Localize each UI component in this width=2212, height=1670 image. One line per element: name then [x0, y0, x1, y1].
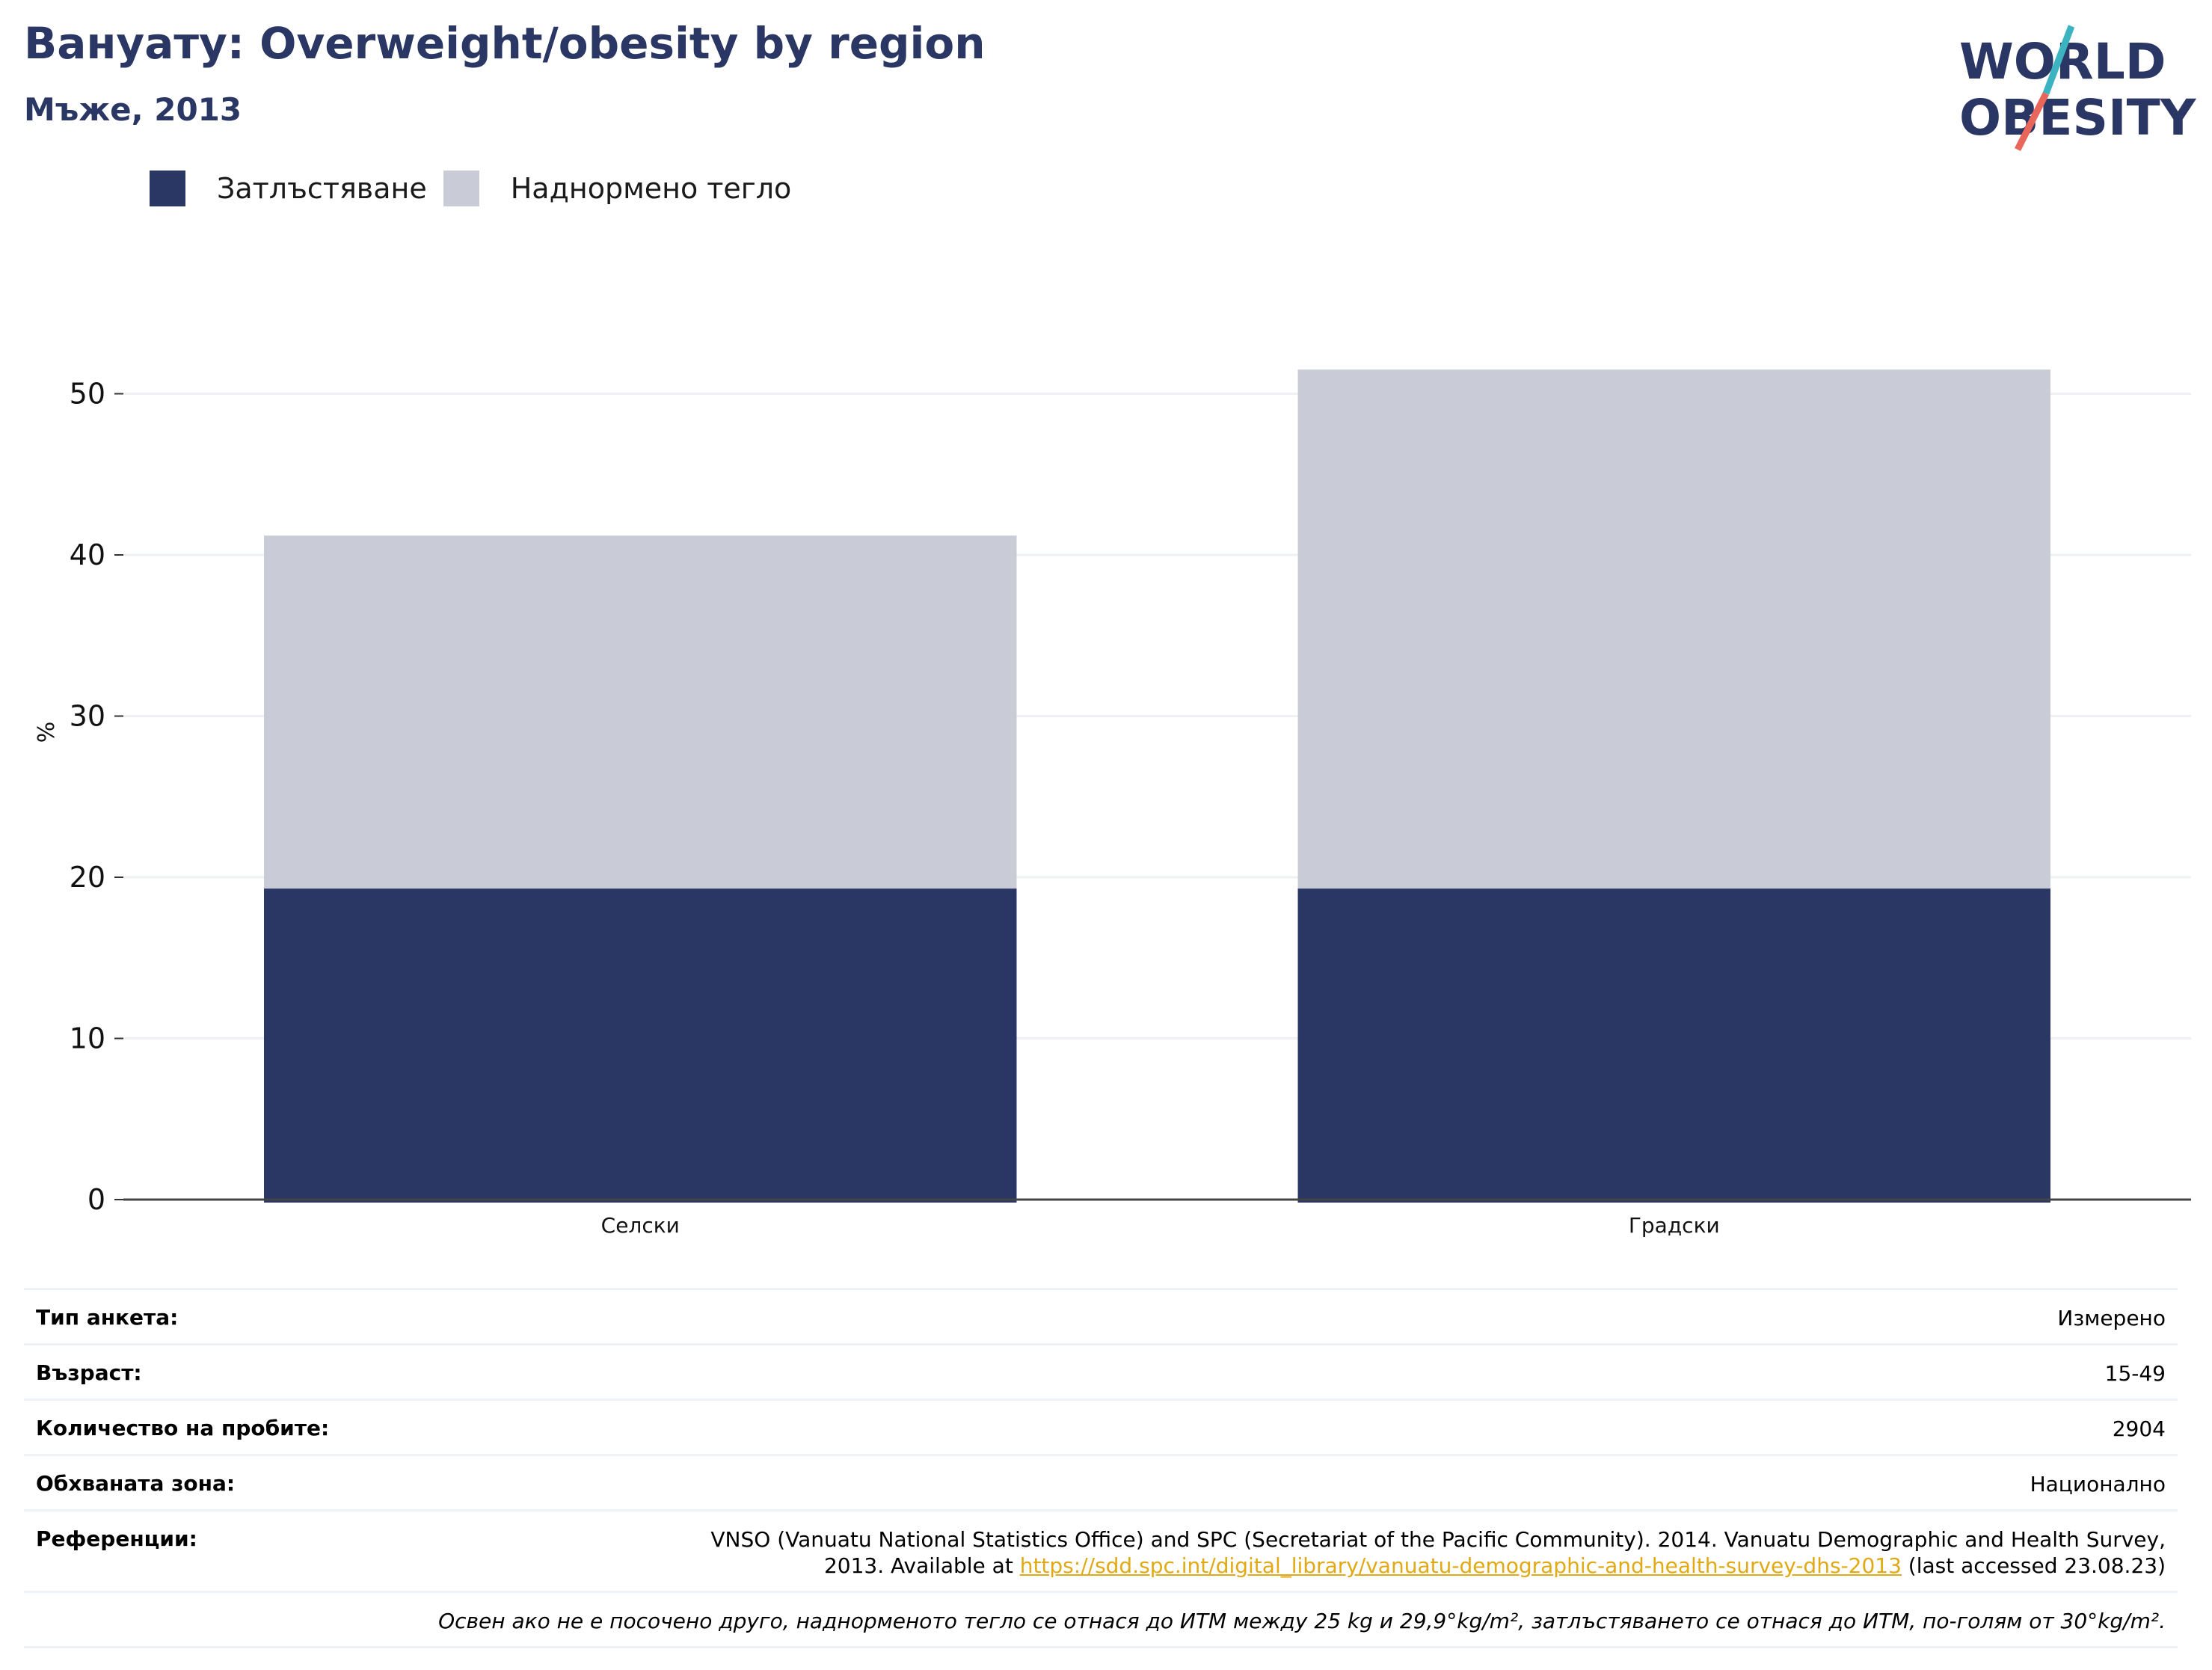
meta-value: 15-49: [2104, 1361, 2166, 1386]
meta-row-area: Обхваната зона: Национално: [24, 1454, 2178, 1509]
references-text: VNSO (Vanuatu National Statistics Office…: [710, 1526, 2166, 1579]
bmi-note: Освен ако не е посочено друго, наднормен…: [438, 1609, 2166, 1633]
world-obesity-logo: WORLD OBESITY: [1959, 25, 2197, 152]
y-tick-label: 40: [70, 538, 105, 571]
meta-label: Количество на пробите:: [36, 1416, 330, 1440]
meta-value: Национално: [2030, 1472, 2166, 1496]
legend-swatch-overweight: [443, 171, 479, 206]
legend-label-obesity: Затлъстяване: [217, 172, 427, 205]
meta-label: Възраст:: [36, 1360, 142, 1385]
legend-label-overweight: Наднормено тегло: [510, 172, 792, 205]
bar-overweight-rural: [264, 535, 1017, 889]
meta-row-sample-size: Количество на пробите: 2904: [24, 1399, 2178, 1454]
meta-row-survey-type: Тип анкета: Измерено: [24, 1288, 2178, 1343]
references-link[interactable]: https://sdd.spc.int/digital_library/vanu…: [1019, 1553, 1902, 1578]
chart-legend: Затлъстяване Наднормено тегло: [150, 171, 808, 206]
y-tick-label: 30: [70, 700, 105, 733]
bar-obesity-rural: [264, 888, 1017, 1203]
meta-label: Референции:: [36, 1526, 197, 1551]
meta-label: Тип анкета:: [36, 1305, 179, 1330]
logo-slash-bottom: [2014, 91, 2050, 152]
y-tick-label: 0: [87, 1183, 105, 1216]
chart-subtitle: Мъже, 2013: [24, 91, 242, 128]
bars: [264, 369, 2050, 1203]
x-tick-label: Градски: [1629, 1213, 1720, 1238]
meta-row-note: Освен ако не е посочено друго, наднормен…: [24, 1591, 2178, 1648]
meta-row-age: Възраст: 15-49: [24, 1343, 2178, 1399]
references-line-1: VNSO (Vanuatu National Statistics Office…: [710, 1527, 2166, 1552]
references-line-2-prefix: 2013. Available at: [823, 1553, 1020, 1578]
legend-item-overweight[interactable]: Наднормено тегло: [443, 171, 792, 206]
x-tick-label: Селски: [601, 1213, 680, 1238]
references-line-2-suffix: (last accessed 23.08.23): [1901, 1553, 2166, 1578]
y-axis-label: %: [34, 722, 60, 743]
bar-overweight-urban: [1297, 369, 2050, 889]
bar-chart: 0 10 20 30 40 50% Селски Градски: [34, 369, 2191, 1238]
metadata-table: Тип анкета: Измерено Възраст: 15-49 Коли…: [24, 1288, 2178, 1648]
logo-text-obesity: OBESITY: [1959, 89, 2197, 147]
y-tick-label: 10: [70, 1022, 105, 1055]
meta-row-references: Референции: VNSO (Vanuatu National Stati…: [24, 1509, 2178, 1591]
legend-swatch-obesity: [150, 171, 185, 206]
logo-slash-top: [2042, 25, 2075, 95]
meta-value: Измерено: [2057, 1306, 2166, 1330]
bar-obesity-urban: [1297, 888, 2050, 1203]
meta-value: 2904: [2112, 1416, 2166, 1441]
y-tick-label: 20: [70, 861, 105, 894]
meta-label: Обхваната зона:: [36, 1471, 236, 1496]
legend-item-obesity[interactable]: Затлъстяване: [150, 171, 427, 206]
chart-title: Вануату: Overweight/obesity by region: [24, 18, 986, 69]
y-tick-label: 50: [70, 378, 105, 411]
axes: 0 10 20 30 40 50% Селски Градски: [34, 378, 2191, 1238]
